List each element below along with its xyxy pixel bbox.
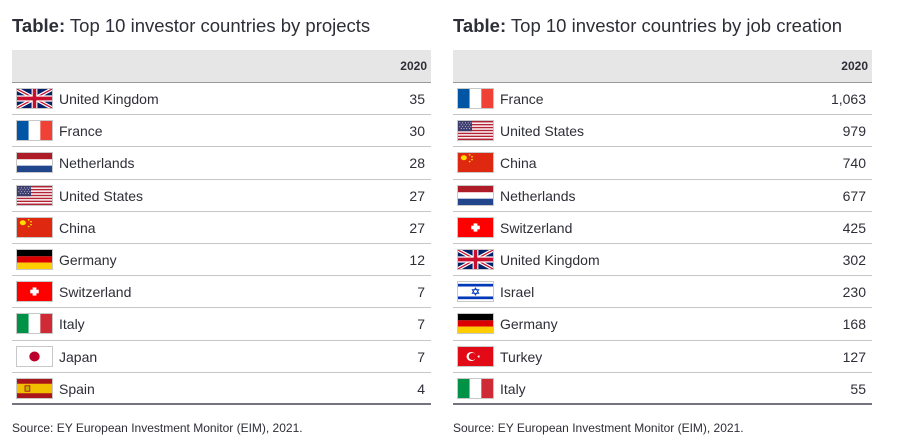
flag-china-icon	[457, 152, 494, 174]
source-note: Source: EY European Investment Monitor (…	[12, 421, 303, 435]
flag-netherlands-icon	[16, 152, 53, 174]
row-value: 4	[417, 380, 425, 397]
country-name: Israel	[500, 284, 535, 301]
table-row: United Kingdom 35	[12, 83, 431, 116]
table-row: Germany 168	[453, 308, 872, 341]
country-name: Germany	[59, 251, 117, 268]
row-value: 230	[842, 284, 866, 301]
row-value: 27	[409, 219, 425, 236]
table-row: France 1,063	[453, 83, 872, 116]
projects-table: 2020 United Kingdom 35 France 30 Netherlands…	[12, 50, 431, 405]
flag-germany-icon	[457, 313, 494, 335]
country-name: Germany	[500, 316, 558, 333]
country-name: United Kingdom	[500, 251, 600, 268]
country-name: China	[500, 155, 537, 172]
country-name: Italy	[59, 316, 85, 333]
table-row: Turkey 127	[453, 341, 872, 373]
row-value: 677	[842, 187, 866, 204]
row-value: 27	[409, 187, 425, 204]
row-value: 28	[409, 155, 425, 172]
row-value: 425	[842, 219, 866, 236]
table-row: United States 27	[12, 180, 431, 212]
flag-turkey-icon	[457, 345, 494, 367]
row-value: 127	[842, 348, 866, 365]
row-value: 740	[842, 155, 866, 172]
table-row: Switzerland 425	[453, 212, 872, 244]
flag-france-icon	[457, 88, 494, 109]
country-name: Japan	[59, 348, 98, 365]
flag-italy-icon	[16, 313, 53, 335]
table-row: France 30	[12, 115, 431, 148]
table-row: Israel 230	[453, 276, 872, 309]
flag-uk-icon	[457, 248, 494, 270]
row-value: 12	[409, 251, 425, 268]
table-header: 2020	[453, 50, 872, 83]
country-name: Switzerland	[59, 284, 132, 301]
flag-switzerland-icon	[457, 216, 494, 238]
row-value: 7	[417, 348, 425, 365]
country-name: Turkey	[500, 348, 543, 365]
country-name: France	[59, 123, 103, 140]
country-name: Spain	[59, 380, 95, 397]
country-name: France	[500, 91, 544, 107]
table-row: China 740	[453, 147, 872, 180]
country-name: Netherlands	[500, 187, 576, 204]
country-name: United Kingdom	[59, 91, 159, 107]
row-value: 7	[417, 284, 425, 301]
flag-uk-icon	[16, 88, 53, 109]
country-name: Switzerland	[500, 219, 573, 236]
flag-italy-icon	[457, 377, 494, 399]
table-row: Netherlands 28	[12, 147, 431, 180]
table-row: Germany 12	[12, 244, 431, 277]
flag-france-icon	[16, 120, 53, 142]
jobs-table: 2020 France 1,063 United States 979 China 740…	[453, 50, 872, 405]
row-value: 35	[409, 91, 425, 107]
row-value: 1,063	[830, 91, 866, 107]
source-note: Source: EY European Investment Monitor (…	[453, 421, 744, 435]
table-title: Table: Top 10 investor countries by proj…	[12, 15, 371, 36]
row-value: 30	[409, 123, 425, 140]
flag-switzerland-icon	[16, 281, 53, 303]
country-name: United States	[500, 123, 585, 140]
flag-china-icon	[16, 216, 53, 238]
table-row: United Kingdom 302	[453, 244, 872, 277]
flag-japan-icon	[16, 345, 53, 367]
table-row: Japan 7	[12, 341, 431, 373]
row-value: 168	[842, 316, 866, 333]
flag-spain-icon	[16, 377, 53, 399]
country-name: Italy	[500, 380, 526, 397]
row-value: 55	[850, 380, 866, 397]
table-row: United States 979	[453, 115, 872, 148]
table-header: 2020	[12, 50, 431, 83]
table-row: China 27	[12, 212, 431, 244]
country-name: Netherlands	[59, 155, 135, 172]
table-title: Table: Top 10 investor countries by job …	[453, 15, 843, 36]
country-name: China	[59, 219, 96, 236]
table-row: Italy 55	[453, 373, 872, 405]
flag-israel-icon	[457, 281, 494, 303]
row-value: 302	[842, 251, 866, 268]
table-row: Italy 7	[12, 308, 431, 341]
country-name: United States	[59, 187, 144, 204]
flag-usa-icon	[16, 184, 53, 206]
column-header-year: 2020	[400, 59, 427, 73]
flag-netherlands-icon	[457, 184, 494, 206]
flag-usa-icon	[457, 120, 494, 142]
column-header-year: 2020	[841, 59, 868, 73]
flag-germany-icon	[16, 248, 53, 270]
table-row: Netherlands 677	[453, 180, 872, 212]
table-row: Spain 4	[12, 373, 431, 405]
row-value: 7	[417, 316, 425, 333]
row-value: 979	[842, 123, 866, 140]
table-row: Switzerland 7	[12, 276, 431, 309]
